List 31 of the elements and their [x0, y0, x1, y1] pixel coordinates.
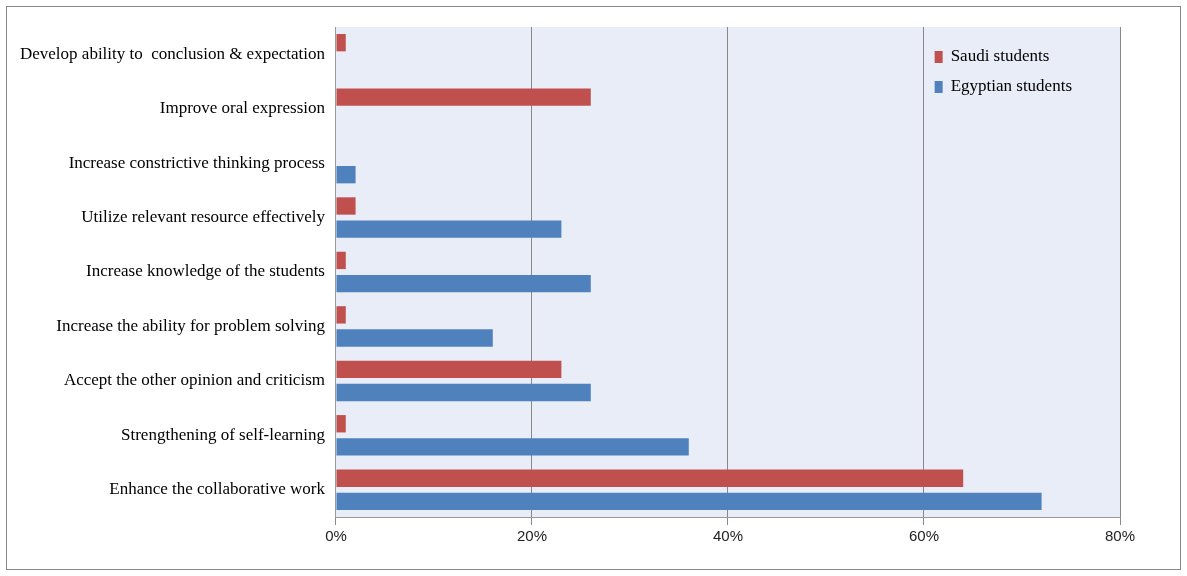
y-tick-label: Develop ability to conclusion & expectation — [19, 43, 326, 63]
x-tick-label: 80% — [1104, 527, 1136, 545]
bar — [336, 360, 562, 378]
bar — [336, 469, 964, 487]
x-tick-label: 60% — [908, 527, 940, 545]
x-tick-label: 20% — [516, 527, 547, 545]
y-tick-label: Increase the ability for problem solving — [56, 315, 326, 335]
bar — [336, 438, 689, 456]
x-tick-label: 0% — [325, 527, 347, 545]
y-tick-label: Enhance the collaborative work — [109, 479, 326, 499]
bar — [336, 383, 591, 402]
bar — [336, 197, 356, 215]
y-tick-label: Increase knowledge of the students — [86, 261, 325, 281]
y-tick-label: Utilize relevant resource effectively — [81, 207, 326, 227]
y-tick-label: Increase constrictive thinking process — [68, 152, 325, 172]
y-tick-label: Improve oral expression — [159, 98, 326, 118]
bar — [336, 251, 346, 270]
bar — [336, 415, 346, 433]
bar — [336, 166, 356, 184]
bar — [336, 492, 1042, 511]
x-tick-label: 40% — [712, 527, 744, 545]
bar — [336, 306, 346, 324]
bar — [336, 220, 562, 238]
bar — [336, 274, 591, 293]
bar — [336, 329, 493, 347]
bar — [336, 33, 346, 52]
y-tick-label: Accept the other opinion and criticism — [63, 370, 325, 390]
legend-label: Saudi students — [950, 46, 1050, 66]
y-tick-label: Strengthening of self-learning — [121, 424, 326, 444]
legend-label: Egyptian students — [950, 76, 1073, 96]
bar — [336, 88, 591, 106]
